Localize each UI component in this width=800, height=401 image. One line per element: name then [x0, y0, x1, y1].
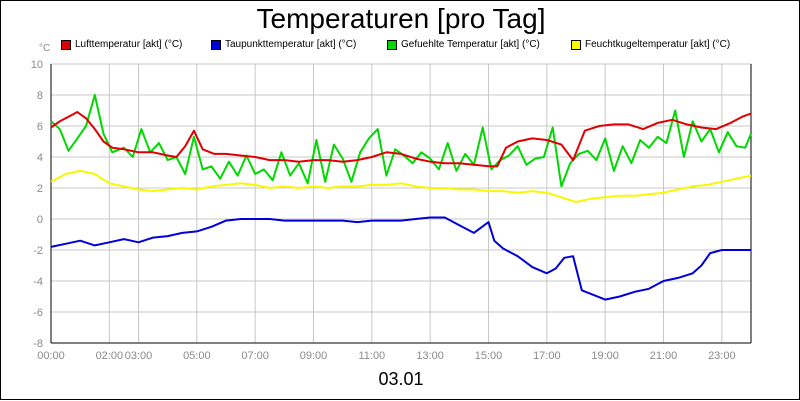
legend-swatch-feuchtkugeltemperatur — [571, 39, 581, 50]
y-tick-label: 8 — [37, 90, 43, 102]
x-tick-label: 00:00 — [37, 350, 65, 362]
legend-swatch-taupunkttemperatur — [211, 39, 221, 50]
y-tick-label: 2 — [37, 183, 43, 195]
y-tick-label: -8 — [33, 338, 43, 350]
y-tick-label: 6 — [37, 121, 43, 133]
y-tick-label: 4 — [37, 152, 43, 164]
legend-label-taupunkttemperatur: Taupunkttemperatur [akt] (°C) — [225, 39, 357, 50]
x-tick-label: 05:00 — [183, 350, 211, 362]
legend-label-lufttemperatur: Lufttemperatur [akt] (°C) — [75, 39, 183, 50]
x-tick-label: 15:00 — [475, 350, 503, 362]
x-tick-label: 09:00 — [300, 350, 328, 362]
x-tick-label: 11:00 — [358, 350, 385, 362]
chart-title: Temperaturen [pro Tag] — [256, 3, 546, 34]
y-axis-unit-label: °C — [39, 43, 51, 54]
legend-label-feuchtkugeltemperatur: Feuchtkugeltemperatur [akt] (°C) — [585, 39, 731, 50]
chart-date-label: 03.01 — [378, 369, 424, 389]
y-tick-label: 0 — [37, 214, 43, 226]
y-tick-label: -4 — [33, 276, 43, 288]
series-line-lufttemperatur — [50, 111, 752, 168]
y-tick-label: 10 — [31, 59, 43, 71]
y-tick-label: -6 — [33, 307, 43, 319]
x-tick-label: 03:00 — [125, 350, 153, 362]
x-tick-label: 21:00 — [650, 350, 678, 362]
legend-swatch-lufttemperatur — [61, 39, 71, 50]
y-tick-label: -2 — [33, 245, 43, 257]
plot-area — [51, 64, 751, 343]
x-tick-label: 19:00 — [591, 350, 619, 362]
x-tick-label: 23:00 — [708, 350, 736, 362]
legend-item-lufttemperatur: Lufttemperatur [akt] (°C) — [61, 39, 182, 50]
legend-item-gefuehlte-temperatur: Gefuehlte Temperatur [akt] (°C) — [387, 39, 540, 50]
x-tick-label: 17:00 — [533, 350, 561, 362]
legend-label-gefuehlte-temperatur: Gefuehlte Temperatur [akt] (°C) — [401, 39, 540, 50]
x-tick-label: 13:00 — [416, 350, 444, 362]
series-line-feuchtkugeltemperatur — [50, 169, 752, 203]
x-tick-label: 07:00 — [241, 350, 269, 362]
legend-item-feuchtkugeltemperatur: Feuchtkugeltemperatur [akt] (°C) — [571, 39, 730, 50]
x-tick-label: 02:00 — [96, 350, 124, 362]
legend-swatch-gefuehlte-temperatur — [387, 39, 397, 50]
series-line-taupunkttemperatur — [50, 216, 751, 301]
legend-item-taupunkttemperatur: Taupunkttemperatur [akt] (°C) — [211, 39, 356, 50]
